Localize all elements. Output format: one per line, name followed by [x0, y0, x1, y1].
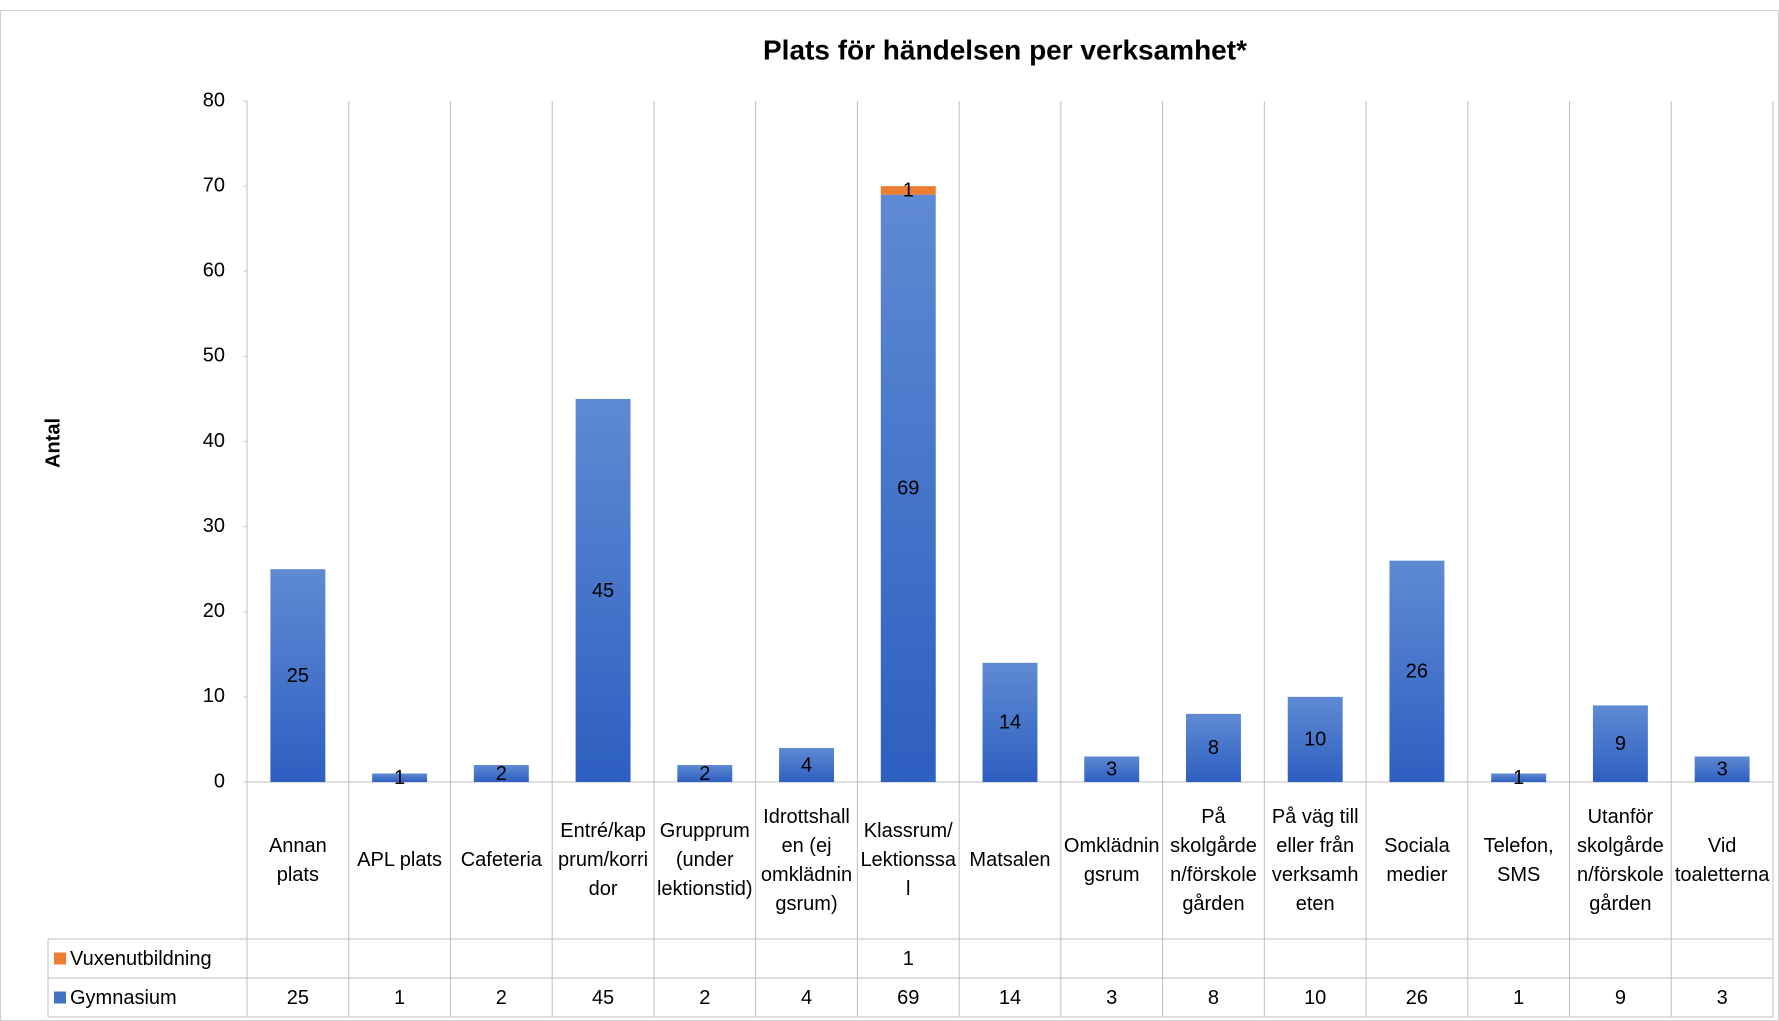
y-tick-label: 0 [214, 770, 225, 792]
x-tick-label: Cafeteria [460, 849, 542, 871]
table-cell: 2 [699, 987, 710, 1009]
bar [1389, 560, 1445, 782]
x-tick-label: Telefon, SMS [1483, 834, 1554, 886]
data-label: 2 [496, 763, 507, 785]
table-cell: 1 [394, 987, 405, 1009]
bar [1491, 773, 1547, 782]
y-tick-label: 10 [203, 685, 225, 707]
bar [372, 773, 428, 782]
data-label: 25 [287, 665, 309, 687]
table-cell: 2 [496, 987, 507, 1009]
table-cell: 14 [999, 987, 1021, 1009]
data-label: 14 [999, 712, 1021, 734]
y-tick-label: 60 [203, 260, 225, 282]
bar [982, 662, 1038, 782]
x-tick-label: Matsalen [969, 849, 1051, 871]
table-cell: 1 [903, 948, 914, 970]
bar [270, 569, 326, 782]
bar [473, 764, 529, 782]
x-tick-label: Entré/kapprum/korridor [558, 820, 649, 900]
y-axis-title: Antal [42, 418, 64, 468]
y-tick-label: 20 [203, 600, 225, 622]
legend-swatch [54, 991, 66, 1004]
x-tick-label: Klassrum/Lektionssal [860, 820, 957, 900]
data-label: 1 [903, 180, 914, 202]
table-cell: 9 [1615, 987, 1626, 1009]
bar [1694, 756, 1750, 782]
x-tick-label: Omklädningsrum [1063, 834, 1160, 886]
x-tick-label: På väg till eller från verksamheten [1271, 805, 1359, 915]
y-tick-label: 50 [203, 345, 225, 367]
data-label: 1 [1513, 767, 1524, 789]
bar [575, 398, 631, 782]
y-tick-label: 80 [203, 89, 225, 111]
data-label: 45 [592, 580, 614, 602]
table-cell: 10 [1304, 987, 1326, 1009]
data-label: 3 [1717, 759, 1728, 781]
legend-label: Vuxenutbildning [70, 948, 212, 970]
data-label: 1 [394, 767, 405, 789]
table-cell: 8 [1208, 987, 1219, 1009]
x-tick-label: Idrottshallen (ej omklädningsrum) [760, 805, 853, 915]
table-cell: 69 [897, 987, 919, 1009]
data-label: 3 [1106, 759, 1117, 781]
data-label: 2 [699, 763, 710, 785]
table-cell: 4 [801, 987, 812, 1009]
bar [1084, 756, 1140, 782]
x-tick-label: Annan plats [268, 834, 327, 886]
table-cell: 1 [1513, 987, 1524, 1009]
x-tick-label: Sociala medier [1384, 834, 1450, 886]
x-tick-label: Vid toaletterna [1674, 834, 1770, 886]
chart-title: Plats för händelsen per verksamhet* [763, 34, 1247, 65]
table-cell: 3 [1717, 987, 1728, 1009]
data-label: 69 [897, 478, 919, 500]
x-tick-label: Grupprum (under lektionstid) [656, 820, 753, 900]
bar [1287, 696, 1343, 782]
bar [880, 186, 936, 195]
data-label: 10 [1304, 729, 1326, 751]
data-label: 4 [801, 754, 812, 776]
bar [1592, 705, 1648, 782]
x-tick-label: Utanför skolgården/förskolegården [1577, 805, 1664, 915]
legend-swatch [54, 952, 66, 965]
bar [677, 764, 733, 782]
y-tick-label: 70 [203, 174, 225, 196]
bar [880, 194, 936, 782]
x-tick-label: På skolgården/förskolegården [1170, 805, 1257, 915]
legend-label: Gymnasium [70, 987, 177, 1009]
table-cell: 26 [1406, 987, 1428, 1009]
data-label: 9 [1615, 733, 1626, 755]
bar [779, 747, 835, 782]
table-cell: 25 [287, 987, 309, 1009]
data-label: 26 [1406, 661, 1428, 683]
table-cell: 3 [1106, 987, 1117, 1009]
bar [1185, 713, 1241, 782]
data-label: 8 [1208, 737, 1219, 759]
y-tick-label: 40 [203, 430, 225, 452]
x-tick-label: APL plats [357, 849, 443, 871]
y-tick-label: 30 [203, 515, 225, 537]
table-cell: 45 [592, 987, 614, 1009]
